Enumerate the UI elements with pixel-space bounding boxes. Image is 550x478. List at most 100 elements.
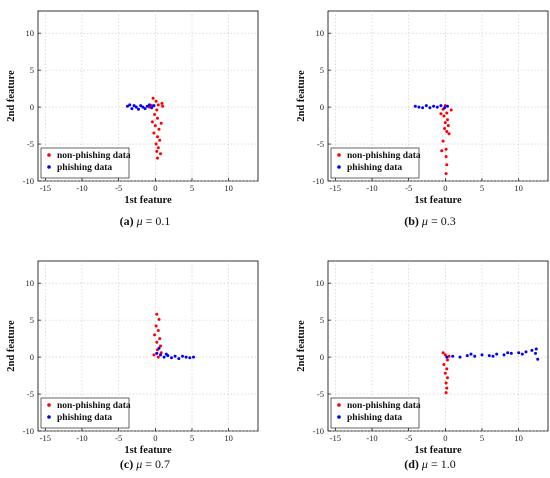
- panel-a-phishing-point: [141, 105, 145, 109]
- panel-d-phishing-point: [465, 354, 469, 358]
- panel-c-phishing-point: [155, 351, 159, 355]
- panel-c-phishing-point: [177, 357, 181, 361]
- panel-d-non-phishing-point: [443, 353, 447, 357]
- panel-c-legend-non-phishing-label: non-phishing data: [57, 401, 131, 411]
- panel-d-xtick-label: -15: [330, 433, 341, 443]
- panel-d-x-axis-label: 1st feature: [414, 445, 462, 456]
- panel-b-phishing-point: [413, 104, 417, 108]
- panel-d-non-phishing-point: [445, 386, 449, 390]
- panel-c-non-phishing-point: [153, 333, 157, 337]
- panel-b-non-phishing-point: [445, 111, 449, 115]
- panel-a-ytick-label: -5: [27, 139, 34, 149]
- panel-c-xtick-label: 0: [153, 433, 157, 443]
- panel-c-phishing-point: [162, 355, 166, 359]
- panel-b-ytick-label: 5: [320, 65, 324, 75]
- panel-d-xtick-label: -10: [366, 433, 377, 443]
- panel-d-xtick-label: 0: [443, 433, 447, 443]
- panel-d-xtick-label: -5: [405, 433, 412, 443]
- panel-c-non-phishing-point: [152, 353, 156, 357]
- panel-a-phishing-point: [139, 104, 143, 108]
- panel-a-ytick-label: 10: [26, 28, 35, 38]
- panel-a-legend-phishing-label: phishing data: [57, 163, 112, 173]
- panel-d-xtick-label: 10: [514, 433, 523, 443]
- panel-a-non-phishing-point: [151, 96, 155, 100]
- panel-b-non-phishing-point: [445, 130, 449, 133]
- panel-b-legend-non-phishing-marker: [337, 153, 341, 157]
- panel-b-xtick-label: -10: [366, 183, 377, 193]
- panel-a-non-phishing-point: [155, 108, 159, 112]
- panel-c-phishing-point: [173, 354, 177, 358]
- panel-d-legend-non-phishing-marker: [337, 403, 341, 407]
- caption-c-variable: μ: [136, 457, 143, 471]
- panel-a-xtick-label: -10: [76, 183, 87, 193]
- panel-c-chart: -15 -10 -5 0 5 10 -10 -5 0 5 10 1st feature 2nd feat…: [6, 260, 259, 456]
- panel-c-non-phishing-point: [156, 355, 160, 359]
- panel-b-phishing-point: [443, 106, 447, 110]
- panel-a-legend-box: [40, 147, 130, 179]
- panel-a-non-phishing-point: [154, 99, 158, 103]
- panel-c-legend-non-phishing-marker: [47, 403, 51, 407]
- panel-d-non-phishing-point: [445, 367, 449, 371]
- panel-c-non-phishing-point: [157, 317, 161, 321]
- caption-d-variable: μ: [421, 457, 428, 471]
- panel-d-phishing-point: [491, 354, 495, 358]
- caption-d-value: = 1.0: [427, 457, 456, 471]
- panel-d-non-phishing-point: [441, 351, 445, 355]
- panel-a-non-phishing-point: [152, 131, 156, 135]
- panel-a-ytick-label: 5: [30, 65, 34, 75]
- panel-d-phishing-point: [520, 352, 524, 356]
- panel-d-phishing-point: [530, 348, 534, 352]
- panel-c-xtick-label: 10: [224, 433, 233, 443]
- panel-b-xtick-label: 5: [480, 183, 484, 193]
- panel-b-non-phishing-point: [444, 147, 448, 151]
- panel-d-non-phishing-point: [444, 381, 448, 385]
- panel-d-non-phishing-point: [444, 391, 448, 395]
- panel-a-non-phishing-point: [150, 120, 154, 124]
- panel-c-xtick-label: -10: [76, 433, 87, 443]
- panel-d-phishing-point: [524, 350, 528, 354]
- panel-d-phishing-point: [502, 353, 506, 357]
- panel-a-legend-phishing-marker: [47, 165, 51, 169]
- panel-a-non-phishing-point: [153, 113, 157, 116]
- panel-a-phishing-point: [150, 106, 154, 110]
- panel-b-xtick-label: -15: [330, 183, 341, 193]
- panel-a-phishing-point: [130, 107, 134, 111]
- panel-a-phishing-point: [148, 103, 151, 107]
- panel-c-non-phishing-point: [159, 344, 162, 348]
- panel-a-xtick-label: 10: [224, 183, 233, 193]
- panel-c-non-phishing-point: [154, 324, 158, 328]
- panel-b-non-phishing-point: [439, 112, 443, 116]
- panel-d-ytick-label: -10: [313, 426, 324, 436]
- panel-a-non-phishing-point: [154, 142, 158, 146]
- panel-c-phishing-point: [157, 346, 161, 350]
- panel-b-non-phishing-point: [445, 163, 449, 167]
- panel-a-xtick-label: 5: [190, 183, 194, 193]
- panel-c-non-phishing-point: [156, 329, 160, 332]
- panel-b-xtick-label: -5: [405, 183, 412, 193]
- panel-b-phishing-point: [439, 104, 443, 108]
- panel-a-phishing-point: [134, 105, 138, 109]
- panel-c-non-phishing-point: [158, 337, 162, 341]
- panel-a-ytick-label: -10: [23, 176, 34, 186]
- panel-b-non-phishing-point: [442, 114, 446, 118]
- panel-d-phishing-point: [451, 354, 455, 358]
- panel-c-phishing-point: [184, 355, 188, 359]
- panel-d-legend-phishing-marker: [337, 415, 341, 419]
- caption-d-label: (d): [404, 457, 419, 471]
- panel-b-non-phishing-point: [441, 139, 445, 143]
- caption-b-variable: μ: [421, 214, 428, 228]
- panel-d-phishing-point: [473, 354, 477, 358]
- panel-b-non-phishing-point: [443, 127, 447, 130]
- caption-a-variable: μ: [136, 214, 143, 228]
- panel-a-x-axis-label: 1st feature: [124, 195, 172, 206]
- panel-d-non-phishing-point: [446, 376, 449, 380]
- panel-a-non-phishing-point: [153, 124, 157, 128]
- panel-c-ytick-label: 0: [30, 352, 34, 362]
- panel-d-phishing-point: [480, 353, 484, 357]
- panel-b-non-phishing-point: [449, 108, 453, 112]
- caption-a-label: (a): [119, 214, 134, 228]
- panel-d-phishing-point: [517, 351, 521, 355]
- panel-d-phishing-point: [536, 357, 540, 361]
- panel-a-non-phishing-point: [157, 127, 161, 131]
- panel-a-xtick-label: 0: [153, 183, 157, 193]
